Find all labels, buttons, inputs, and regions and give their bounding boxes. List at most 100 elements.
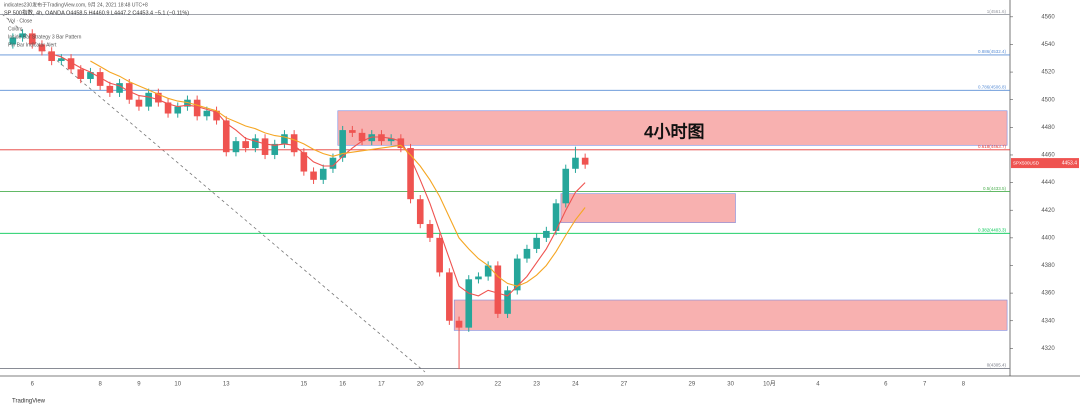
x-tick-label: 20 <box>417 382 424 388</box>
level-label: 0.618(4463.7) <box>978 144 1007 149</box>
candle-body <box>494 265 502 314</box>
candle-body <box>378 134 385 142</box>
x-tick-label: 29 <box>689 382 696 388</box>
x-tick-label: 9 <box>137 382 141 388</box>
candle-body <box>387 138 395 142</box>
candle-body <box>426 224 434 238</box>
candle-body <box>271 143 279 155</box>
candle-body <box>106 85 114 93</box>
candle-body <box>222 120 230 153</box>
candle-body <box>416 199 424 225</box>
candle-body <box>9 37 17 45</box>
x-tick-label: 10月 <box>763 381 776 388</box>
zone <box>337 110 1008 146</box>
level-label: 0.786(4506.8) <box>978 84 1007 89</box>
candle-body <box>513 258 521 291</box>
candle-body <box>135 99 143 107</box>
candle-body <box>504 290 511 314</box>
price-tag-value: 4453.4 <box>1062 160 1078 166</box>
ma-line <box>90 60 586 287</box>
x-tick-label: 30 <box>727 382 734 388</box>
x-tick-label: 22 <box>495 382 502 388</box>
footer: TradingView <box>12 399 46 405</box>
x-tick-label: 24 <box>572 382 579 388</box>
trend-line <box>1 13 426 373</box>
candle-body <box>397 138 405 149</box>
candle-body <box>193 99 201 117</box>
x-tick-label: 23 <box>533 382 540 388</box>
candle-body <box>155 92 162 103</box>
y-tick-label: 4440 <box>1041 180 1055 186</box>
legend-item: Pin Bar Indicator Alert <box>8 42 57 48</box>
candle-body <box>116 83 123 93</box>
candle-body <box>242 141 249 149</box>
x-tick-label: 17 <box>378 382 385 388</box>
candle-body <box>543 230 550 238</box>
candle-body <box>19 33 26 38</box>
x-tick-label: 10 <box>174 382 181 388</box>
candle-body <box>552 203 560 231</box>
candle-body <box>164 102 172 114</box>
x-tick-label: 6 <box>884 382 888 388</box>
candle-body <box>455 320 463 328</box>
candle-body <box>96 72 104 86</box>
zone <box>560 193 736 223</box>
candle-body <box>184 99 191 107</box>
price-tag-box <box>1011 158 1079 169</box>
y-tick-label: 4560 <box>1041 14 1055 20</box>
candle-body <box>562 168 570 204</box>
candle-body <box>203 110 211 117</box>
candle-body <box>484 265 492 277</box>
annotation: 4小时图 <box>644 122 704 141</box>
level-label: 0.886(4532.4) <box>978 49 1007 54</box>
candle-body <box>28 33 36 45</box>
candle-body <box>446 272 453 321</box>
y-tick-label: 4500 <box>1041 97 1055 103</box>
candle-body <box>358 132 366 142</box>
candle-body <box>145 92 152 107</box>
candle-body <box>213 110 220 121</box>
y-tick-label: 4360 <box>1041 291 1055 297</box>
candle-body <box>407 148 414 200</box>
candle-body <box>87 72 94 79</box>
level-label: 0.5(4433.5) <box>983 186 1007 191</box>
x-tick-label: 15 <box>301 382 308 388</box>
candle-body <box>58 58 65 62</box>
x-tick-label: 27 <box>621 382 628 388</box>
y-tick-label: 4380 <box>1041 263 1055 269</box>
candle-body <box>475 276 482 280</box>
candle-body <box>261 138 269 155</box>
x-tick-label: 7 <box>923 382 927 388</box>
candle-body <box>523 248 531 259</box>
level-label: 1(4561.6) <box>987 9 1007 14</box>
candle-body <box>533 237 540 249</box>
y-tick-label: 4460 <box>1041 153 1055 159</box>
candle-body <box>465 279 473 328</box>
candle-body <box>310 171 317 180</box>
candle-body <box>174 106 182 114</box>
y-tick-label: 4480 <box>1041 125 1055 131</box>
candle-body <box>436 237 443 273</box>
candle-body <box>319 168 327 180</box>
candle-body <box>281 134 288 144</box>
legend-item: Colors <box>8 26 23 32</box>
ma-line <box>51 53 586 297</box>
y-tick-label: 4540 <box>1041 42 1055 48</box>
candle-body <box>368 134 376 142</box>
candle-body <box>339 130 346 158</box>
legend-item: Vol · Close <box>8 18 32 24</box>
zone <box>453 299 1008 331</box>
candle-body <box>48 51 55 62</box>
candle-body <box>329 157 337 169</box>
x-tick-label: 8 <box>98 382 102 388</box>
candle-body <box>38 44 46 52</box>
x-tick-label: 16 <box>339 382 346 388</box>
x-tick-label: 4 <box>816 382 820 388</box>
candle-body <box>290 134 298 153</box>
x-tick-label: 8 <box>962 382 966 388</box>
candle-body <box>77 69 85 79</box>
publisher: indicates230发布于TradingView.com, 9月 24, 2… <box>4 1 148 8</box>
y-tick-label: 4320 <box>1041 346 1055 352</box>
